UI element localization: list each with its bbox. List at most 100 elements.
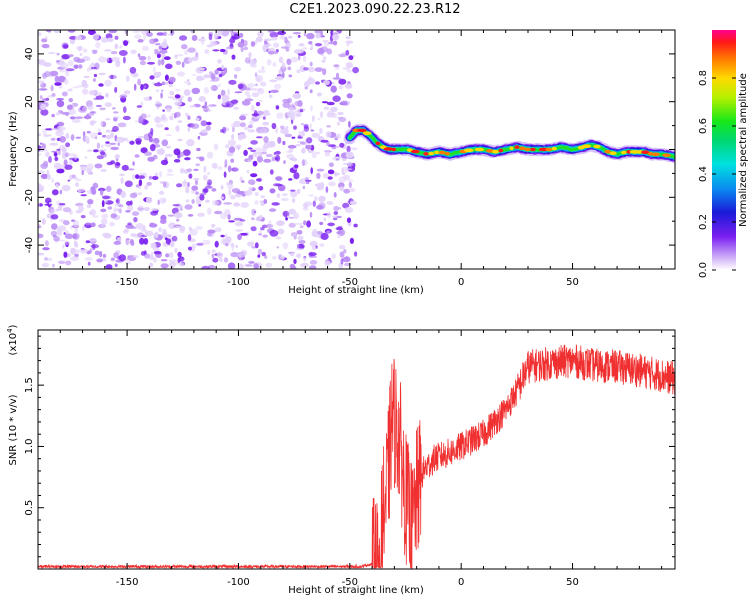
noise-blob (269, 79, 278, 83)
noise-blob (184, 157, 191, 161)
noise-blob (112, 107, 116, 110)
noise-blob (69, 35, 78, 40)
noise-blob (199, 156, 205, 162)
noise-blob (50, 84, 54, 92)
noise-blob (197, 212, 205, 217)
noise-blob (41, 38, 47, 43)
noise-blob (208, 33, 213, 41)
noise-blob (53, 152, 58, 157)
noise-blob (177, 251, 182, 258)
noise-blob (246, 169, 250, 174)
noise-blob (151, 208, 159, 211)
noise-blob (288, 74, 293, 78)
noise-blob (82, 48, 88, 53)
noise-blob (133, 83, 137, 91)
noise-blob (174, 94, 181, 99)
noise-blob (324, 151, 330, 157)
signal-peak (410, 149, 420, 154)
noise-blob (326, 201, 334, 205)
noise-blob (139, 237, 145, 245)
noise-blob (262, 116, 266, 120)
colorbar: 0.0 0.2 0.4 0.6 0.8 Normalized spectral ampl… (698, 30, 749, 278)
noise-blob (47, 257, 52, 261)
noise-blob (287, 110, 295, 118)
noise-blob (295, 248, 304, 251)
noise-blob (321, 101, 329, 104)
noise-blob (149, 75, 155, 80)
noise-blob (127, 255, 131, 259)
noise-blob (174, 89, 181, 92)
noise-blob (258, 152, 263, 157)
noise-blob (153, 251, 162, 255)
noise-blob (309, 61, 313, 67)
noise-blob (134, 34, 142, 39)
noise-blob (175, 60, 182, 65)
noise-blob (332, 33, 340, 41)
noise-blob (138, 179, 143, 187)
noise-blob (338, 53, 347, 58)
noise-blob (115, 60, 121, 68)
noise-blob (88, 239, 97, 242)
noise-blob (301, 148, 305, 153)
noise-blob (189, 228, 198, 236)
noise-blob (241, 100, 251, 106)
noise-blob (217, 59, 222, 64)
noise-blob (67, 179, 71, 182)
noise-blob (228, 189, 232, 196)
noise-blob (198, 96, 206, 102)
noise-blob (344, 256, 350, 261)
noise-blob (155, 123, 164, 128)
noise-blob (302, 47, 308, 50)
noise-blob (220, 185, 224, 190)
noise-blob (232, 126, 235, 133)
noise-blob (160, 58, 165, 66)
noise-blob (137, 78, 142, 86)
noise-blob (289, 189, 296, 192)
noise-blob (90, 91, 99, 95)
noise-blob (336, 231, 343, 235)
noise-blob (206, 151, 214, 159)
noise-blob (203, 105, 209, 113)
signal-peak (383, 147, 394, 151)
noise-blob (55, 112, 61, 116)
noise-blob (211, 76, 220, 82)
noise-blob (297, 48, 304, 54)
noise-blob (319, 111, 324, 119)
noise-blob (65, 260, 72, 266)
x-tick-label: -150 (116, 577, 139, 588)
noise-blob (251, 92, 260, 98)
noise-blob (140, 101, 144, 107)
noise-blob (239, 176, 243, 182)
noise-blob (69, 116, 76, 120)
noise-blob (176, 218, 180, 222)
noise-blob (144, 151, 152, 157)
noise-blob (303, 201, 313, 207)
noise-blob (297, 136, 303, 139)
noise-blob (65, 133, 70, 139)
noise-blob (337, 111, 344, 116)
noise-blob (140, 227, 146, 232)
noise-blob (110, 146, 119, 151)
noise-blob (339, 251, 345, 258)
noise-blob (346, 93, 353, 99)
noise-blob (117, 142, 121, 146)
noise-blob (138, 56, 147, 61)
noise-blob (269, 229, 279, 237)
noise-blob (58, 260, 66, 264)
noise-blob (323, 217, 326, 220)
noise-blob (317, 117, 321, 121)
noise-blob (122, 115, 131, 121)
noise-blob (147, 61, 155, 65)
noise-blob (75, 178, 82, 182)
noise-blob (103, 148, 107, 152)
noise-blob (62, 207, 72, 213)
noise-blob (58, 204, 63, 211)
noise-blob (290, 190, 298, 198)
noise-blob (187, 214, 194, 217)
noise-blob (113, 240, 122, 245)
signal-track (343, 123, 675, 164)
noise-blob (59, 189, 63, 195)
noise-blob (188, 57, 193, 63)
noise-blob (154, 144, 161, 148)
noise-blob (324, 260, 331, 266)
